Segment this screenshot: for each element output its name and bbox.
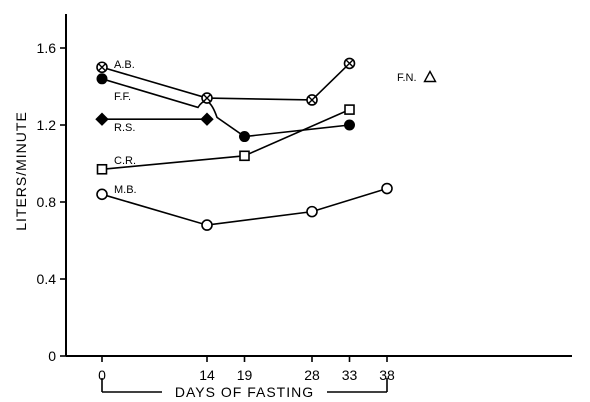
x-tick-label: 14 [199, 367, 215, 383]
x-tick-label: 0 [98, 367, 106, 383]
series-label-fn: F.N. [397, 72, 417, 84]
y-tick-label: 1.2 [37, 117, 57, 133]
point-ab-0 [96, 61, 108, 74]
y-tick-label: 0.8 [37, 194, 57, 210]
point-ab-3 [343, 57, 356, 70]
y-tick-label: 0.4 [37, 271, 57, 287]
series-line-ff [101, 78, 350, 138]
point-ff-2 [239, 131, 250, 143]
point-cr-2 [344, 104, 355, 115]
series-markers [95, 57, 437, 231]
legend-marker-fn [423, 70, 437, 83]
series-label-mb: M.B. [114, 184, 137, 196]
point-ab-2 [306, 94, 318, 106]
y-axis-title: LITERS/MINUTE [13, 111, 29, 231]
point-mb-3 [381, 182, 393, 195]
x-axis-title: DAYS OF FASTING [175, 384, 314, 400]
point-ab-2-cross-b [308, 96, 316, 104]
x-tick-label: 33 [342, 367, 358, 383]
series-line-mb [101, 187, 388, 226]
series-labels: A.B. F.F. R.S. C.R. M.B. F.N. [114, 59, 417, 196]
point-cr-1 [239, 150, 250, 162]
point-cr-0 [96, 163, 108, 175]
point-ab-3-cross-b [345, 59, 354, 68]
axes: 0 0.4 0.8 1.2 1.6 0 14 19 28 33 38 DAYS OF FASTING L… [13, 14, 572, 400]
x-tick-label: 38 [379, 367, 395, 383]
point-ff-3 [344, 119, 355, 131]
series-label-ff: F.F. [114, 91, 131, 103]
point-ab-1 [201, 92, 213, 104]
x-tick-label: 19 [237, 367, 253, 383]
y-tick-label: 1.6 [37, 40, 57, 56]
series-lines [101, 62, 388, 226]
y-tick-label: 0 [48, 348, 56, 364]
point-ff-0 [96, 73, 108, 85]
x-tick-label: 28 [304, 367, 320, 383]
point-mb-2 [306, 205, 318, 218]
point-mb-0 [96, 188, 108, 201]
point-rs-0 [95, 112, 109, 126]
series-line-ab [101, 62, 351, 101]
point-ab-0-cross-b [98, 63, 106, 72]
point-mb-1 [201, 219, 213, 231]
point-rs-1 [200, 112, 214, 126]
series-label-ab: A.B. [114, 59, 135, 71]
series-label-cr: C.R. [114, 155, 136, 167]
point-ab-1-cross-b [203, 94, 211, 102]
series-label-rs: R.S. [114, 122, 135, 134]
